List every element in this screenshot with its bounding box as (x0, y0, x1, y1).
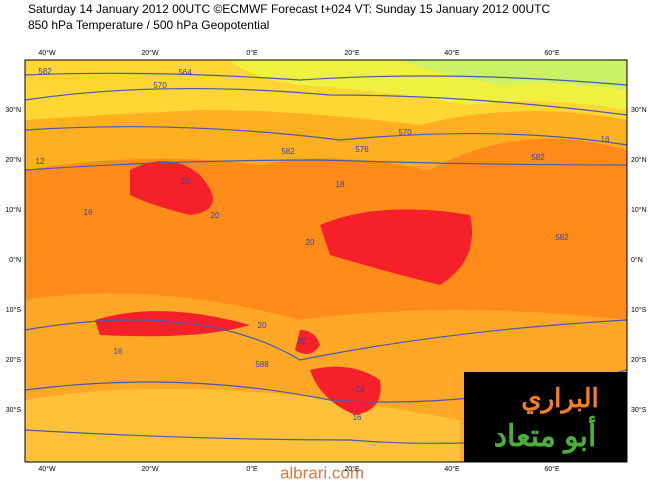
lon-label: 40°E (444, 465, 460, 473)
contour-label: 18 (336, 180, 345, 189)
contour-label: 16 (353, 413, 362, 422)
contour-label: 16 (601, 135, 610, 144)
contour-label: 582 (281, 147, 295, 156)
contour-label: 20 (211, 211, 220, 220)
lat-label: 20°S (6, 356, 22, 364)
contour-label: 16 (84, 208, 93, 217)
lat-label: 10°N (5, 206, 21, 214)
header-line: Saturday 14 January 2012 00UTC ©ECMWF Fo… (28, 2, 550, 16)
logo-text: أبو متعاد (494, 415, 597, 454)
lat-label: 10°S (6, 306, 22, 314)
contour-label: 16 (114, 347, 123, 356)
lon-label: 40°W (38, 465, 56, 473)
lat-label: 20°N (5, 156, 21, 164)
lat-label: 0°N (631, 256, 643, 264)
lon-label: 20°E (344, 49, 360, 57)
lat-label: 30°S (631, 406, 647, 414)
contour-label: 20 (306, 238, 315, 247)
contour-label: 582 (38, 67, 52, 76)
contour-label: 570 (153, 81, 167, 90)
lon-label: 20°W (141, 49, 159, 57)
lat-label: 20°S (631, 356, 647, 364)
contour-label: 20 (258, 321, 267, 330)
lat-label: 10°S (631, 306, 647, 314)
watermark: albrari.com (280, 463, 364, 482)
lon-label: 20°W (141, 465, 159, 473)
contour-label: 582 (531, 153, 545, 162)
lon-label: 0°E (246, 465, 258, 473)
lat-label: 30°N (5, 106, 21, 114)
map (24, 59, 628, 463)
contour-label: 20 (298, 337, 307, 346)
contour-label: 12 (36, 157, 45, 166)
lon-label: 40°W (38, 49, 56, 57)
contour-label: 576 (355, 145, 369, 154)
lon-label: 60°E (544, 465, 560, 473)
lat-label: 30°N (631, 106, 647, 114)
lon-label: 60°E (544, 49, 560, 57)
contour-label: 588 (255, 360, 269, 369)
logo-text: البراري (521, 383, 598, 414)
lat-label: 10°N (631, 206, 647, 214)
header-line: 850 hPa Temperature / 500 hPa Geopotenti… (28, 18, 269, 32)
contour-label: 570 (398, 128, 412, 137)
lon-label: 0°E (246, 49, 258, 57)
contour-label: 20 (181, 177, 190, 186)
contour-label: 582 (555, 233, 569, 242)
contour-label: 24 (356, 385, 365, 394)
lon-label: 40°E (444, 49, 460, 57)
lat-label: 0°N (9, 256, 21, 264)
lon-label: 20°E (344, 465, 360, 473)
lat-label: 20°N (631, 156, 647, 164)
logo: البراري أبو متعاد (464, 372, 627, 462)
lat-label: 30°S (6, 406, 22, 414)
contour-label: 564 (178, 68, 192, 77)
